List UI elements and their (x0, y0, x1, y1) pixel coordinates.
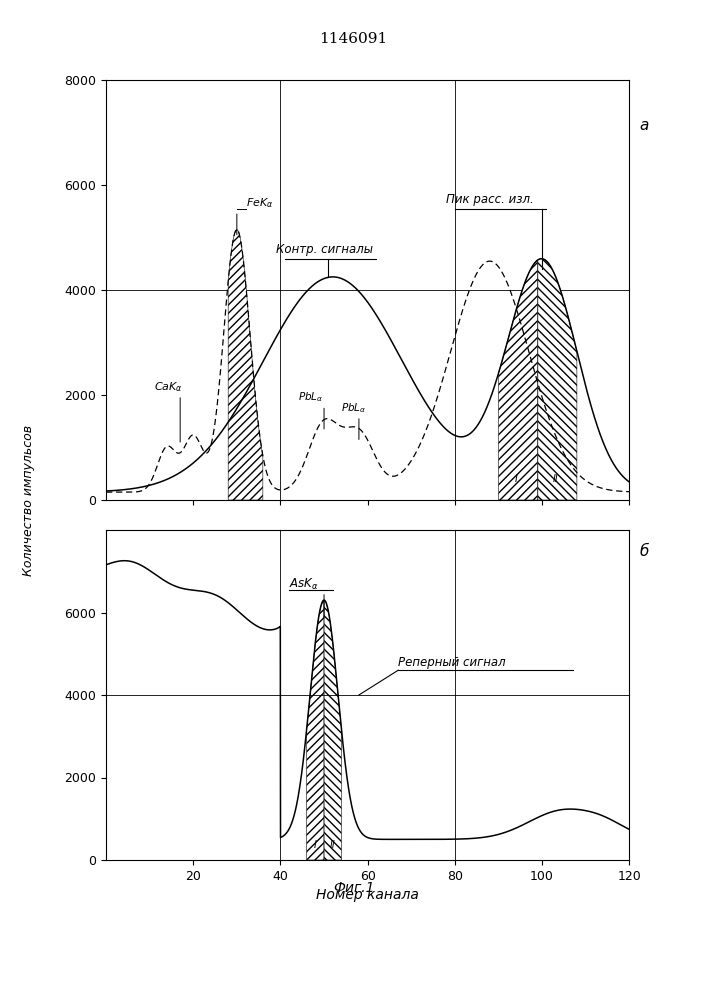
Text: $CaK_{\alpha}$: $CaK_{\alpha}$ (154, 380, 183, 394)
Text: II: II (330, 840, 336, 850)
Text: I: I (314, 840, 317, 850)
X-axis label: Номер канала: Номер канала (316, 888, 419, 902)
Text: $AsK_{\alpha}$: $AsK_{\alpha}$ (289, 577, 319, 592)
Text: $FeK_{\alpha}$: $FeK_{\alpha}$ (245, 196, 273, 210)
Text: 1146091: 1146091 (320, 32, 387, 46)
Text: б: б (640, 544, 649, 559)
Text: Реперный сигнал: Реперный сигнал (398, 656, 506, 669)
Text: II: II (552, 474, 558, 484)
Text: Контр. сигналы: Контр. сигналы (276, 243, 373, 256)
Text: I: I (515, 474, 518, 484)
Text: а: а (640, 118, 649, 133)
Text: Пик расс. изл.: Пик расс. изл. (446, 193, 534, 206)
Text: Фиг.1: Фиг.1 (333, 881, 374, 895)
Text: Количество импульсов: Количество импульсов (22, 424, 35, 576)
Text: $PbL_{\alpha}$: $PbL_{\alpha}$ (298, 390, 323, 404)
Text: $PbL_{\alpha}$: $PbL_{\alpha}$ (341, 401, 367, 415)
